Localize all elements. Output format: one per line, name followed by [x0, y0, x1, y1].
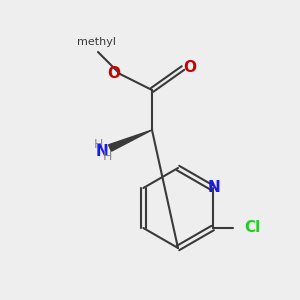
Text: H: H	[93, 139, 103, 152]
Text: methyl: methyl	[76, 37, 116, 47]
Polygon shape	[109, 130, 152, 151]
Text: O: O	[184, 61, 196, 76]
Text: O: O	[107, 65, 121, 80]
Text: N: N	[207, 181, 220, 196]
Text: Cl: Cl	[244, 220, 261, 235]
Text: N: N	[96, 143, 108, 158]
Text: H: H	[102, 151, 112, 164]
